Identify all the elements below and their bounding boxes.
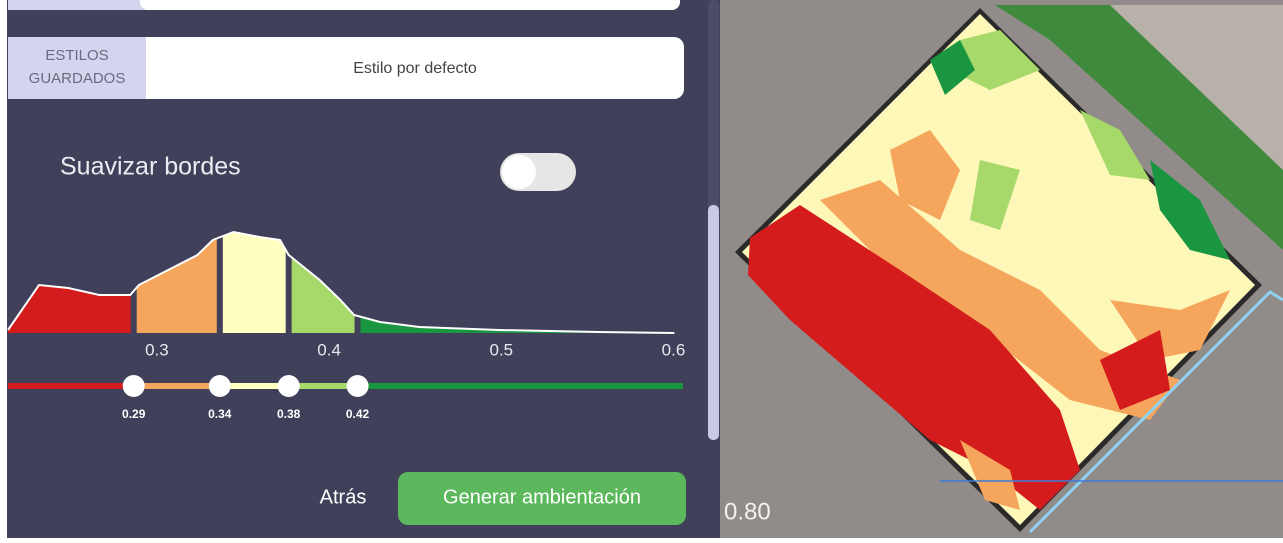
toggle-knob[interactable] — [502, 155, 536, 189]
map-value-label: 0.80 — [724, 498, 771, 525]
back-button[interactable]: Atrás — [320, 486, 367, 508]
generate-button[interactable]: Generar ambientación — [398, 472, 686, 525]
saved-styles-label: GUARDADOS — [29, 70, 126, 87]
style-select[interactable]: Estilo por defecto — [353, 60, 477, 77]
map: 0.80 — [720, 0, 1283, 538]
toggle-label: Suavizar bordes — [60, 153, 241, 181]
threshold-label: 0.34 — [208, 407, 232, 421]
saved-styles-label: ESTILOS — [45, 47, 108, 64]
threshold-label: 0.38 — [277, 407, 301, 421]
x-tick-label: 0.6 — [662, 340, 686, 359]
density-curve — [7, 230, 675, 334]
x-tick-label: 0.5 — [489, 340, 513, 359]
slider-handle[interactable] — [277, 375, 300, 397]
threshold-label: 0.42 — [346, 407, 370, 421]
threshold-label: 0.29 — [122, 407, 146, 421]
toggle[interactable] — [500, 153, 576, 191]
slider-handle[interactable] — [346, 375, 369, 397]
slider-handle[interactable] — [208, 375, 231, 397]
class-band — [222, 232, 286, 333]
generate-button-label[interactable]: Generar ambientación — [443, 486, 641, 508]
slider-handle[interactable] — [122, 375, 145, 397]
x-tick-label: 0.4 — [317, 340, 341, 359]
x-tick-label: 0.3 — [145, 340, 169, 359]
saved-styles[interactable]: ESTILOS GUARDADOS Estilo por defecto — [8, 37, 684, 99]
scrollbar-thumb[interactable] — [708, 205, 719, 440]
